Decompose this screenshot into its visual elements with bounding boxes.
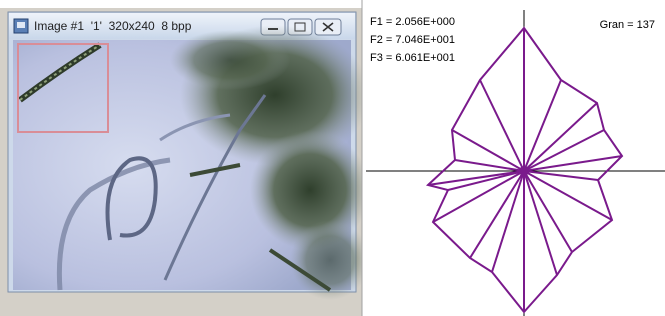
page: Image #1 '1' 320x240 8 bpp F1 = 2.056E+0… [0,0,665,316]
f3-label: F3 = 6.061E+001 [370,52,455,64]
f1-label: F1 = 2.056E+000 [370,16,455,28]
plot-panel: F1 = 2.056E+000 F2 = 7.046E+001 F3 = 6.0… [362,0,665,316]
screen: Image #1 '1' 320x240 8 bpp F1 = 2.056E+0… [0,0,665,316]
window-title: Image #1 '1' 320x240 8 bpp [34,19,192,33]
center-dot [519,166,529,176]
close-button[interactable] [315,19,341,35]
f2-label: F2 = 7.046E+001 [370,34,455,46]
gran-label: Gran = 137 [600,19,655,31]
top-strip [0,0,362,8]
microscope-image [13,25,370,300]
window-icon-inner [17,22,25,28]
image-window: Image #1 '1' 320x240 8 bpp [8,12,370,300]
